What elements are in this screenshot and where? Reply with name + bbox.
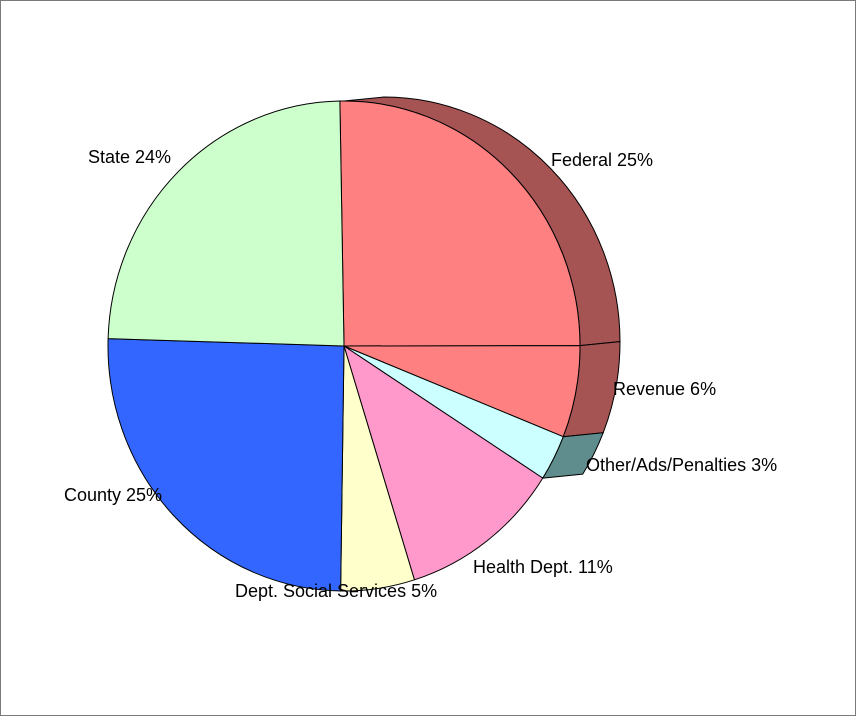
pie-slices-layer	[107, 100, 581, 592]
pie-labels-layer: Federal 25% Revenue 6% Other/Ads/Penalties…	[64, 147, 777, 601]
pie-label-state: State 24%	[88, 147, 171, 167]
pie-label-federal: Federal 25%	[551, 150, 653, 170]
pie-slice-health-dept	[343, 345, 544, 581]
pie-slice-county	[107, 338, 345, 592]
pie-label-other-ads-penalties: Other/Ads/Penalties 3%	[586, 455, 777, 475]
pie-slice-federal	[339, 100, 581, 347]
pie-label-dept-social-services: Dept. Social Services 5%	[235, 581, 437, 601]
pie-slice-state	[107, 100, 345, 347]
pie-label-health-dept: Health Dept. 11%	[473, 557, 613, 577]
pie-label-county: County 25%	[64, 485, 162, 505]
pie-label-revenue: Revenue 6%	[613, 379, 716, 399]
